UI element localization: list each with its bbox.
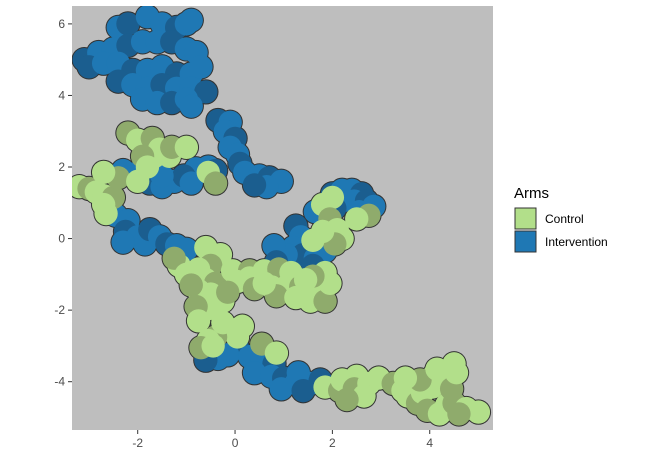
intervention-cluster xyxy=(116,12,140,36)
control-cluster xyxy=(186,309,211,333)
legend-key xyxy=(514,207,537,230)
legend-label: Intervention xyxy=(545,235,608,249)
control-cluster xyxy=(216,280,240,304)
y-tick-label: 6 xyxy=(58,17,65,31)
intervention-cluster xyxy=(189,55,213,79)
control-cluster xyxy=(393,366,418,390)
intervention-cluster xyxy=(179,94,203,118)
legend-entries: Control Intervention xyxy=(514,207,608,253)
control-cluster xyxy=(162,246,186,270)
control-cluster xyxy=(179,273,203,297)
intervention-cluster xyxy=(179,8,203,32)
intervention-cluster xyxy=(286,361,310,385)
intervention-cluster xyxy=(111,230,135,254)
control-cluster xyxy=(230,314,255,338)
control-cluster xyxy=(301,228,325,253)
y-tick-label: 4 xyxy=(58,88,65,102)
intervention-cluster xyxy=(179,171,203,195)
x-tick-label: -2 xyxy=(132,436,143,450)
control-cluster xyxy=(252,271,276,295)
control-cluster xyxy=(174,135,199,160)
y-tick-label: -4 xyxy=(54,375,65,389)
control-cluster xyxy=(94,201,118,226)
control-cluster xyxy=(203,171,228,195)
data-layer xyxy=(72,6,492,427)
control-cluster xyxy=(91,160,116,185)
y-tick-label: 2 xyxy=(58,160,65,174)
y-tick-label: -2 xyxy=(54,303,65,317)
intervention-cluster xyxy=(291,378,315,403)
x-tick-label: 0 xyxy=(232,436,239,450)
control-cluster xyxy=(201,334,225,358)
intervention-cluster xyxy=(194,80,218,104)
control-cluster xyxy=(345,207,369,231)
y-tick-label: 0 xyxy=(58,232,65,246)
control-cluster xyxy=(442,352,466,376)
legend: Arms Control Intervention xyxy=(514,185,608,253)
intervention-cluster xyxy=(269,377,293,401)
legend-title: Arms xyxy=(514,185,549,202)
x-tick-label: 2 xyxy=(329,436,336,450)
control-cluster xyxy=(335,387,359,412)
legend-label: Control xyxy=(545,212,584,226)
control-cluster xyxy=(264,341,289,365)
axis-layer: -2 0 2 4 -4 -2 0 2 4 6 xyxy=(54,17,433,450)
legend-key xyxy=(514,230,537,253)
control-cluster xyxy=(135,155,160,179)
control-cluster xyxy=(293,268,318,292)
control-cluster xyxy=(447,402,471,426)
control-cluster xyxy=(211,310,235,335)
intervention-cluster xyxy=(242,173,267,197)
control-cluster xyxy=(313,289,337,313)
control-cluster xyxy=(466,400,491,424)
x-tick-label: 4 xyxy=(426,436,433,450)
